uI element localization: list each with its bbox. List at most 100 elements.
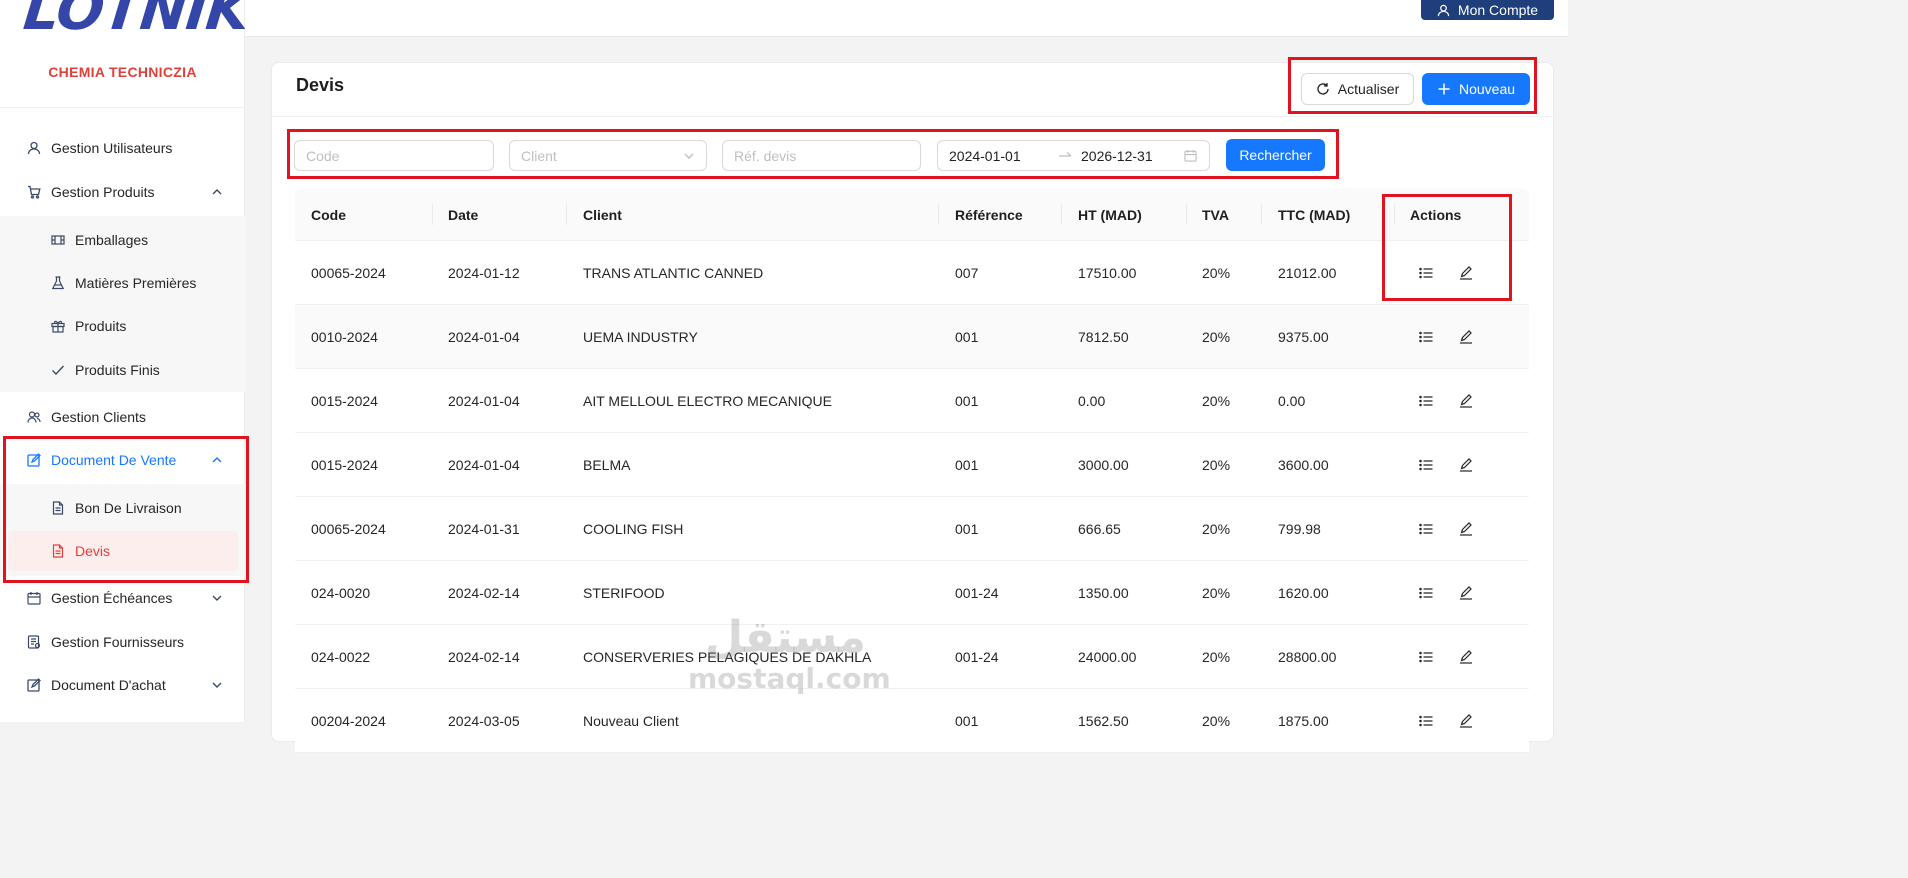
edit-icon[interactable]: [1459, 650, 1473, 664]
sidebar-item-produits-finis[interactable]: Produits Finis: [0, 350, 245, 390]
edit-icon[interactable]: [1459, 394, 1473, 408]
cell-ttc: 799.98: [1278, 521, 1321, 537]
details-list-icon[interactable]: [1419, 714, 1433, 728]
cell-ht: 17510.00: [1078, 265, 1137, 281]
sidebar-item-label: Produits: [75, 318, 127, 334]
sidebar-item-gestion-echeances[interactable]: Gestion Échéances: [0, 578, 245, 618]
cell-ht: 666.65: [1078, 521, 1121, 537]
details-list-icon[interactable]: [1419, 650, 1433, 664]
search-button[interactable]: Rechercher: [1226, 139, 1325, 171]
col-date[interactable]: Date: [448, 206, 479, 223]
chevron-down-icon: [684, 153, 694, 159]
table-row[interactable]: 00065-2024 2024-01-12 TRANS ATLANTIC CANNE…: [295, 241, 1529, 305]
sidebar-item-document-dachat[interactable]: Document D'achat: [0, 665, 245, 705]
file-icon: [51, 501, 65, 515]
cell-ht: 3000.00: [1078, 457, 1129, 473]
account-button[interactable]: Mon Compte: [1421, 0, 1554, 20]
check-icon: [51, 363, 65, 377]
column-divider: [1186, 203, 1187, 225]
cell-ttc: 9375.00: [1278, 329, 1329, 345]
col-ht[interactable]: HT (MAD): [1078, 206, 1142, 223]
cell-client: BELMA: [583, 457, 631, 473]
logo: LOTNIK: [20, 0, 253, 43]
date-range-picker[interactable]: 2024-01-01 2026-12-31: [937, 140, 1210, 171]
sidebar-item-bon-de-livraison[interactable]: Bon De Livraison: [0, 488, 245, 528]
cell-code: 0015-2024: [311, 393, 378, 409]
details-list-icon[interactable]: [1419, 522, 1433, 536]
edit-icon[interactable]: [1459, 522, 1473, 536]
cell-ht: 1562.50: [1078, 713, 1129, 729]
sidebar-item-matieres-premieres[interactable]: Matières Premières: [0, 263, 245, 303]
details-list-icon[interactable]: [1419, 330, 1433, 344]
table-row[interactable]: 0010-2024 2024-01-04 UEMA INDUSTRY 001 7812.…: [295, 305, 1529, 369]
sidebar-item-gestion-utilisateurs[interactable]: Gestion Utilisateurs: [0, 128, 245, 168]
ref-devis-input[interactable]: [722, 140, 921, 171]
col-ttc[interactable]: TTC (MAD): [1278, 206, 1351, 223]
cell-code: 0010-2024: [311, 329, 378, 345]
edit-icon[interactable]: [1459, 586, 1473, 600]
sidebar-item-label: Produits Finis: [75, 362, 160, 378]
cell-ttc: 1620.00: [1278, 585, 1329, 601]
details-list-icon[interactable]: [1419, 394, 1433, 408]
col-actions: Actions: [1410, 206, 1462, 223]
user-icon: [27, 141, 41, 155]
column-divider: [566, 203, 567, 225]
sidebar-item-label: Gestion Clients: [51, 409, 146, 425]
refresh-button[interactable]: Actualiser: [1301, 73, 1414, 105]
col-code[interactable]: Code: [311, 206, 346, 223]
date-from[interactable]: 2024-01-01: [949, 147, 1021, 164]
sidebar-item-gestion-clients[interactable]: Gestion Clients: [0, 397, 245, 437]
table-row[interactable]: 0015-2024 2024-01-04 BELMA 001 3000.00 20% 360…: [295, 433, 1529, 497]
cell-reference: 001: [955, 457, 979, 473]
table-header: Code Date Client Référence HT (MAD) TVA …: [295, 188, 1529, 241]
page-title: Devis: [296, 75, 345, 95]
edit-icon[interactable]: [1459, 330, 1473, 344]
cell-reference: 001: [955, 713, 979, 729]
code-field[interactable]: [306, 147, 493, 164]
cell-client: UEMA INDUSTRY: [583, 329, 698, 345]
sidebar-item-produits[interactable]: Produits: [0, 306, 245, 346]
new-button[interactable]: Nouveau: [1422, 73, 1530, 105]
sidebar-item-document-de-vente[interactable]: Document De Vente: [0, 440, 245, 480]
sidebar-item-gestion-fournisseurs[interactable]: Gestion Fournisseurs: [0, 622, 245, 662]
arrow-right-icon: [1059, 152, 1072, 157]
cell-ttc: 0.00: [1278, 393, 1306, 409]
client-select[interactable]: Client: [509, 140, 707, 171]
sidebar-item-emballages[interactable]: Emballages: [0, 220, 245, 260]
cell-ttc: 3600.00: [1278, 457, 1329, 473]
table-row[interactable]: 00065-2024 2024-01-31 COOLING FISH 001 666.6…: [295, 497, 1529, 561]
cell-date: 2024-01-12: [448, 265, 520, 281]
table-row[interactable]: 00204-2024 2024-03-05 Nouveau Client 001 156…: [295, 689, 1529, 753]
cell-tva: 20%: [1202, 713, 1231, 729]
account-label: Mon Compte: [1457, 2, 1539, 18]
table-row[interactable]: 024-0022 2024-02-14 CONSERVERIES PELAGIQUE…: [295, 625, 1529, 689]
code-input[interactable]: [294, 140, 494, 171]
col-reference[interactable]: Référence: [955, 206, 1023, 223]
column-divider: [938, 203, 939, 225]
calendar-icon: [27, 591, 41, 605]
sidebar-item-gestion-produits[interactable]: Gestion Produits: [0, 172, 245, 212]
date-to[interactable]: 2026-12-31: [1081, 147, 1153, 164]
details-list-icon[interactable]: [1419, 586, 1433, 600]
cell-date: 2024-01-04: [448, 393, 520, 409]
details-list-icon[interactable]: [1419, 266, 1433, 280]
cell-date: 2024-02-14: [448, 585, 520, 601]
table-row[interactable]: 0015-2024 2024-01-04 AIT MELLOUL ELECTRO M…: [295, 369, 1529, 433]
col-tva[interactable]: TVA: [1202, 206, 1229, 223]
cell-date: 2024-01-31: [448, 521, 520, 537]
gift-icon: [51, 319, 65, 333]
cell-ht: 7812.50: [1078, 329, 1129, 345]
details-list-icon[interactable]: [1419, 458, 1433, 472]
edit-icon[interactable]: [1459, 714, 1473, 728]
cell-tva: 20%: [1202, 649, 1231, 665]
client-placeholder: Client: [521, 147, 557, 164]
table-row[interactable]: 024-0020 2024-02-14 STERIFOOD 001-24 1350.00…: [295, 561, 1529, 625]
edit-icon[interactable]: [1459, 266, 1473, 280]
col-client[interactable]: Client: [583, 206, 622, 223]
cell-code: 0015-2024: [311, 457, 378, 473]
cell-tva: 20%: [1202, 457, 1231, 473]
edit-icon[interactable]: [1459, 458, 1473, 472]
sidebar-item-label: Gestion Produits: [51, 184, 155, 200]
sidebar-item-devis[interactable]: Devis: [8, 531, 238, 571]
ref-devis-field[interactable]: [734, 147, 920, 164]
